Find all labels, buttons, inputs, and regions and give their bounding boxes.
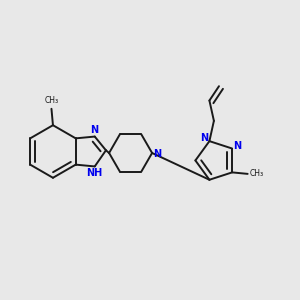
Text: NH: NH [86,168,102,178]
Text: CH₃: CH₃ [249,169,264,178]
Text: N: N [90,125,98,135]
Text: N: N [233,141,242,151]
Text: N: N [200,133,208,142]
Text: CH₃: CH₃ [44,96,58,105]
Text: N: N [153,148,161,159]
